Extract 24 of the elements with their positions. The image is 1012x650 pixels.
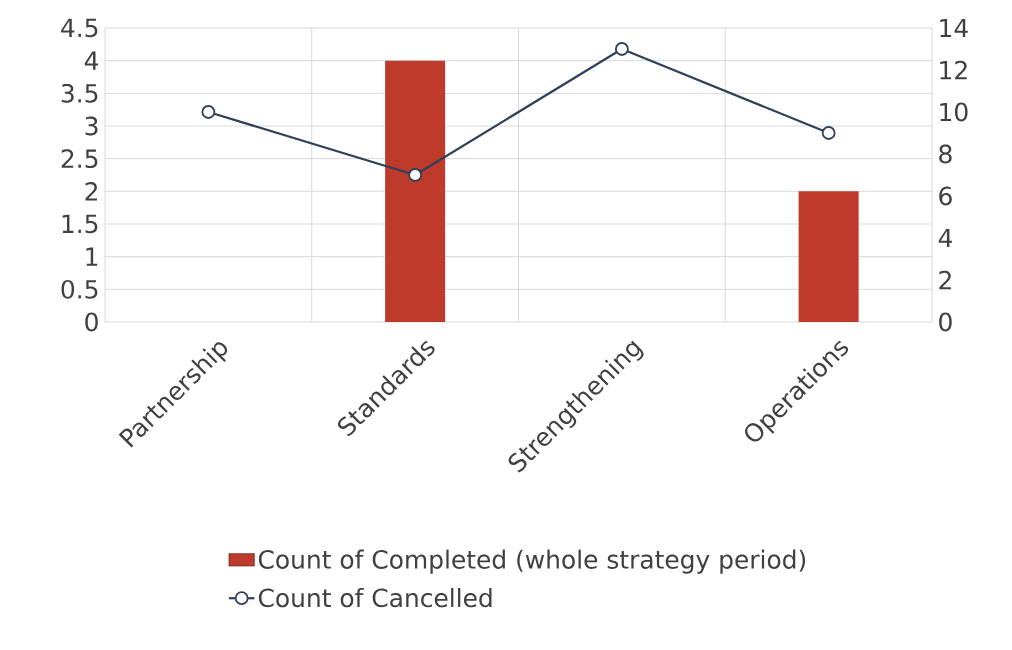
y2-tick-label: 12	[940, 60, 967, 80]
y-tick-label: 1	[86, 247, 98, 266]
y-tick-label: 0	[85, 312, 98, 332]
y-tick-label: 1.5	[62, 214, 98, 234]
y-tick-label: 2	[85, 182, 97, 201]
y-tick-label: 0.5	[61, 279, 98, 299]
y2-tick-label: 4	[938, 228, 952, 248]
y2-tick-label: 6	[939, 186, 952, 206]
y-tick-label: 4	[84, 51, 99, 70]
y-tick-label: 2.5	[61, 149, 98, 169]
y2-tick-label: 8	[939, 144, 952, 164]
legend-label: Count of Completed (whole strategy period)	[258, 549, 806, 574]
y-tick-label: 3	[85, 116, 98, 136]
point	[408, 168, 423, 182]
point	[821, 126, 836, 140]
y2-tick-label: 14	[940, 18, 968, 38]
y2-tick-label: 0	[939, 312, 952, 332]
y2-tick-label: 10	[940, 102, 968, 122]
legend-label: Count of Cancelled	[258, 588, 492, 608]
point	[614, 42, 629, 56]
y2-tick-label: 2	[939, 270, 951, 290]
y-tick-label: 4.5	[61, 18, 98, 38]
point	[201, 105, 216, 119]
y-tick-label: 3.5	[61, 83, 98, 103]
